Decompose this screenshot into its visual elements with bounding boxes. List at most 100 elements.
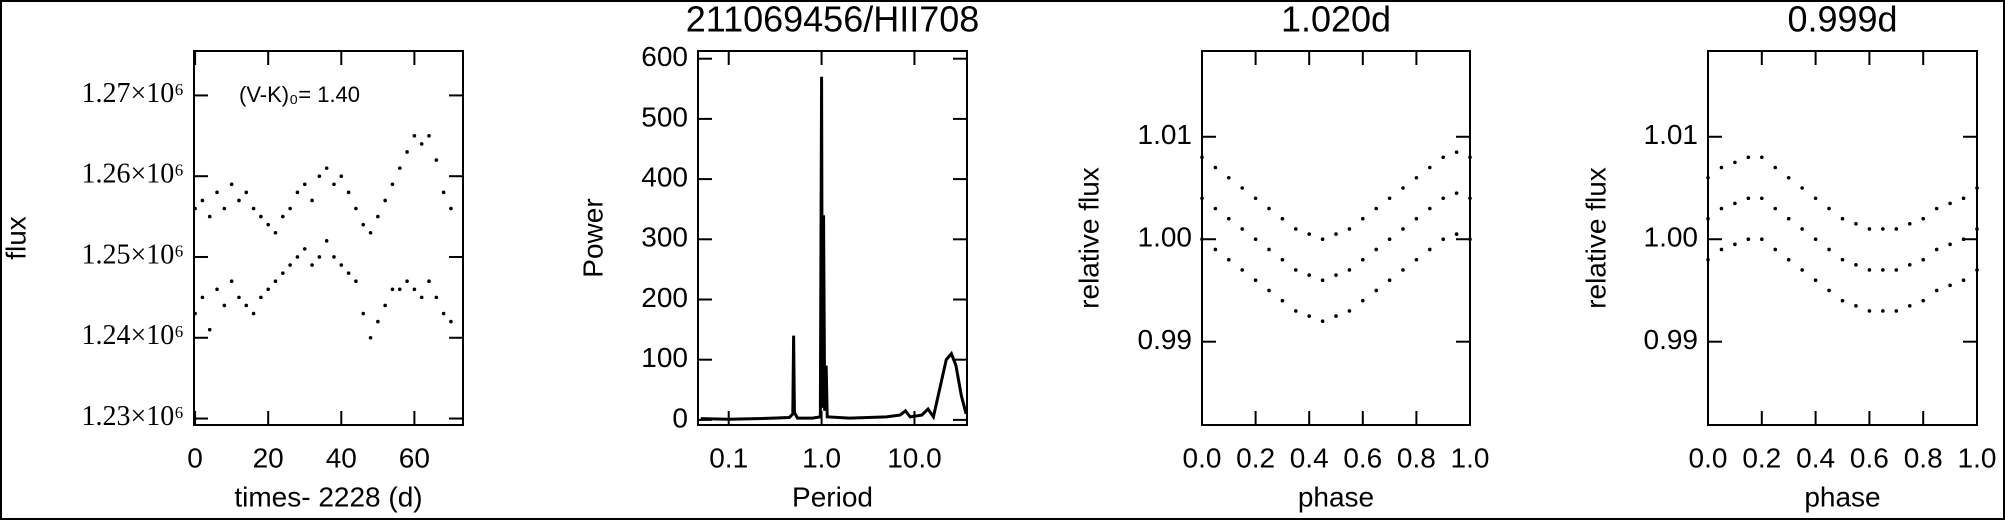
data-point xyxy=(237,198,241,203)
data-point xyxy=(449,206,453,211)
x-tick-label: 0.4 xyxy=(1796,442,1835,473)
data-point xyxy=(1200,237,1204,242)
data-point xyxy=(368,335,373,340)
x-tick-label: 0.1 xyxy=(709,442,748,473)
data-point xyxy=(259,214,263,219)
data-point xyxy=(1374,206,1378,211)
x-tick-label: 1.0 xyxy=(1451,442,1490,473)
data-point xyxy=(1894,227,1899,231)
x-tick-label: 0.8 xyxy=(1397,442,1436,473)
data-point xyxy=(1827,206,1831,211)
data-point xyxy=(339,263,344,267)
data-point xyxy=(244,303,249,308)
data-point xyxy=(266,287,270,292)
data-point xyxy=(1827,247,1831,252)
y-axis-label: flux xyxy=(0,216,31,260)
data-point xyxy=(368,230,373,235)
data-point xyxy=(295,255,300,259)
data-point xyxy=(229,182,234,187)
data-point xyxy=(1347,309,1352,313)
data-point xyxy=(1253,237,1258,242)
data-point xyxy=(1280,298,1285,303)
x-tick-label: 60 xyxy=(399,442,430,473)
x-tick-label: 0.2 xyxy=(1742,442,1781,473)
panel-title: 1.020d xyxy=(1281,0,1391,40)
y-tick-label: 0 xyxy=(672,402,688,433)
data-point xyxy=(1387,196,1392,201)
data-point xyxy=(1948,201,1952,206)
data-point xyxy=(1334,232,1338,236)
y-tick-label: 0.99 xyxy=(1644,324,1699,355)
data-point xyxy=(1227,175,1231,180)
x-tick-label: 0.0 xyxy=(1183,442,1222,473)
data-point xyxy=(427,134,431,138)
data-point xyxy=(1361,257,1365,262)
data-point xyxy=(1921,257,1925,262)
data-point xyxy=(1760,196,1764,201)
data-point xyxy=(419,142,424,146)
y-tick-label: 500 xyxy=(641,101,688,132)
data-point xyxy=(1854,304,1858,308)
data-point xyxy=(1706,257,1710,262)
data-point xyxy=(1840,298,1845,303)
data-point xyxy=(397,166,402,170)
y-axis-label: relative flux xyxy=(1073,167,1104,309)
x-axis-label: phase xyxy=(1804,481,1880,512)
data-point xyxy=(1733,242,1737,247)
data-point xyxy=(1401,227,1405,231)
data-point xyxy=(1907,263,1912,267)
data-point xyxy=(1401,186,1405,190)
data-point xyxy=(412,134,417,138)
data-point xyxy=(1813,196,1818,201)
data-point xyxy=(1746,237,1751,242)
y-tick-label: 1.23×10⁶ xyxy=(81,401,184,432)
data-point xyxy=(397,287,402,292)
data-point xyxy=(1827,288,1831,293)
data-point xyxy=(273,279,278,284)
data-point xyxy=(419,295,424,300)
y-tick-label: 1.24×10⁶ xyxy=(81,320,184,351)
y-tick-label: 400 xyxy=(641,161,688,192)
data-point xyxy=(273,230,278,235)
y-tick-label: 1.00 xyxy=(1644,222,1699,253)
data-point xyxy=(1934,247,1939,252)
x-axis-label: phase xyxy=(1298,481,1374,512)
data-point xyxy=(1786,175,1791,180)
data-point xyxy=(229,279,234,284)
data-point xyxy=(441,190,446,195)
data-point xyxy=(1200,155,1204,160)
annotation: (V-K)₀= 1.40 xyxy=(239,82,360,107)
data-point xyxy=(1307,273,1311,277)
data-point xyxy=(1961,196,1966,201)
data-point xyxy=(1267,247,1271,252)
data-point xyxy=(383,198,387,203)
data-point xyxy=(346,271,351,275)
data-point xyxy=(1307,232,1311,236)
data-point xyxy=(310,198,314,203)
x-axis-label: times- 2228 (d) xyxy=(234,481,422,512)
data-point xyxy=(1773,165,1778,170)
data-point xyxy=(376,214,380,219)
data-point xyxy=(1294,309,1298,313)
periodogram-line xyxy=(700,76,968,421)
data-point xyxy=(266,222,270,227)
data-point xyxy=(1428,247,1432,252)
data-point xyxy=(434,158,439,162)
data-point xyxy=(1786,257,1791,262)
data-point xyxy=(1200,196,1204,201)
data-point xyxy=(383,303,387,308)
data-point xyxy=(1267,206,1271,211)
data-point xyxy=(1894,268,1899,272)
data-point xyxy=(390,182,395,187)
data-point xyxy=(1867,227,1872,231)
y-tick-label: 300 xyxy=(641,222,688,253)
x-tick-label: 1.0 xyxy=(802,442,841,473)
data-point xyxy=(1227,216,1231,221)
data-point xyxy=(1800,227,1804,231)
data-point xyxy=(1213,206,1218,211)
data-point xyxy=(1347,268,1352,272)
data-point xyxy=(1706,216,1710,221)
data-point xyxy=(1334,273,1338,277)
